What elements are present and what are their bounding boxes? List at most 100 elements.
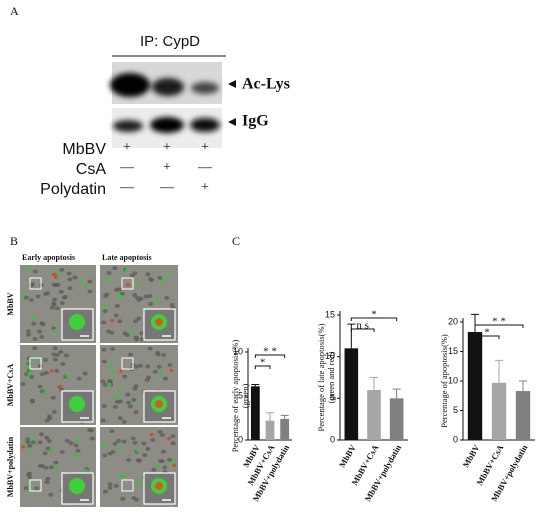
cell [106, 270, 112, 275]
y-tick-label: 0 [238, 434, 243, 444]
cell [43, 291, 49, 296]
panel-label: B [10, 234, 18, 248]
cell [87, 279, 93, 284]
cell [25, 329, 31, 334]
cell [112, 404, 118, 409]
stained-cell [26, 267, 31, 272]
cell [72, 275, 78, 280]
cell [107, 451, 113, 456]
cell [39, 334, 45, 339]
cell [131, 397, 137, 402]
y-tick-label: 5 [453, 405, 458, 415]
cell [156, 364, 162, 369]
cell [32, 269, 38, 274]
bracket [350, 317, 398, 321]
stained-cell [110, 318, 114, 323]
bar [344, 348, 359, 440]
cell [66, 271, 72, 276]
cell [27, 475, 33, 480]
sign: + [201, 140, 209, 155]
cell [149, 278, 155, 283]
row-label: MbBV [62, 141, 106, 158]
stained-cell [54, 275, 58, 279]
cell [130, 436, 136, 441]
column-label: Late apoptosis [102, 253, 152, 262]
row-label: MbBV [6, 292, 15, 315]
cell [59, 449, 65, 454]
stained-cell [103, 304, 107, 309]
cell [35, 294, 41, 299]
stained-cell [21, 292, 26, 296]
cell [132, 271, 138, 276]
cell [82, 371, 88, 376]
cell [103, 294, 109, 299]
cell [48, 492, 54, 497]
error-bar [471, 313, 479, 333]
cell [52, 357, 58, 362]
significance: * [260, 357, 266, 369]
bar [491, 382, 507, 440]
stained-cell [136, 282, 141, 287]
cell [143, 294, 149, 299]
cell [52, 346, 58, 351]
error-bar [280, 414, 289, 419]
significance: * * [263, 346, 277, 358]
bar [367, 390, 381, 440]
cell [100, 379, 106, 384]
stained-cell [49, 448, 53, 452]
significance: * * [492, 316, 506, 328]
micrograph [100, 427, 178, 507]
error-bar [251, 384, 260, 387]
band [113, 120, 143, 132]
stained-cell [109, 364, 114, 369]
cell [60, 361, 66, 366]
cell [64, 438, 70, 443]
cell [67, 286, 73, 291]
cell [107, 482, 113, 487]
y-tick-label: 10 [448, 375, 458, 385]
cell [147, 346, 153, 351]
cell [42, 451, 48, 456]
inset-cell [69, 314, 85, 330]
cell [135, 458, 141, 463]
cell [44, 435, 50, 440]
cell [87, 289, 93, 294]
stained-cell [117, 388, 122, 392]
band [152, 78, 184, 96]
bar [467, 332, 483, 440]
cell [63, 353, 69, 358]
stained-cell [25, 365, 29, 369]
cell [127, 352, 133, 357]
stained-cell [158, 371, 163, 376]
bar [389, 398, 404, 440]
cell [145, 272, 151, 277]
cell [50, 395, 56, 400]
cell [43, 465, 49, 470]
stained-cell [160, 279, 165, 283]
cell [128, 404, 134, 409]
cell [139, 331, 145, 336]
cell [102, 309, 108, 314]
cell [89, 428, 95, 433]
error-bar [495, 359, 503, 383]
sign: — [119, 180, 135, 195]
cell [67, 277, 73, 282]
cell [49, 305, 55, 310]
cell [59, 301, 65, 306]
cell [134, 497, 140, 502]
bracket [350, 328, 375, 332]
cell [126, 400, 132, 405]
cell [89, 436, 95, 441]
cell [113, 483, 119, 488]
cell [142, 453, 148, 458]
stained-cell [110, 370, 115, 374]
stained-cell [74, 454, 79, 458]
error-bar [266, 412, 274, 421]
cell [48, 465, 54, 470]
cell [170, 441, 176, 446]
inset-cell [69, 478, 85, 494]
cell [167, 362, 173, 367]
cell [29, 374, 35, 379]
micrograph [20, 345, 96, 425]
